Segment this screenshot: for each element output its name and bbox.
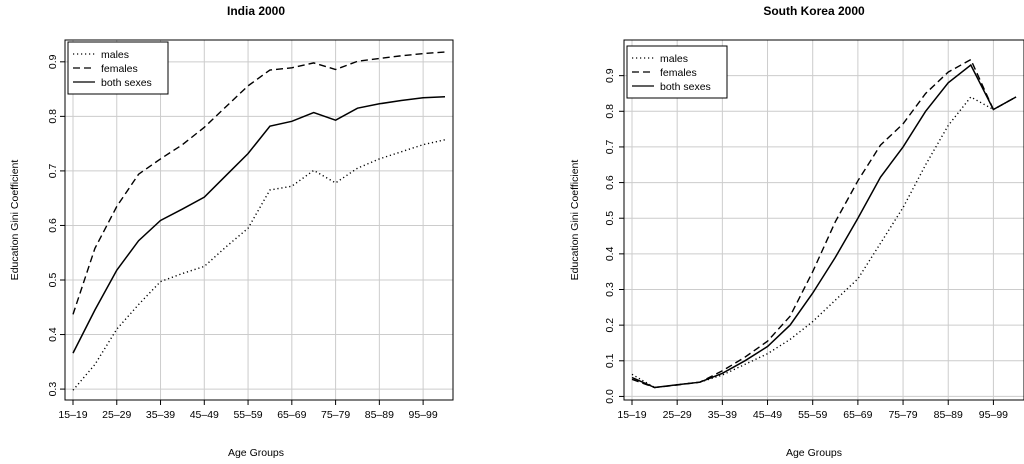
series-line-both-sexes — [631, 63, 1017, 389]
y-tick-label: 0.3 — [47, 382, 59, 397]
chart-india: India 2000 Age Groups Education Gini Coe… — [9, 4, 454, 459]
x-tick-label: 65–69 — [277, 409, 306, 421]
x-tick-label: 75–79 — [888, 409, 917, 421]
chart-south-korea: South Korea 2000 Age Groups Education Gi… — [569, 4, 1024, 459]
y-tick-label: 0.9 — [604, 68, 616, 83]
series-line-males — [72, 139, 446, 391]
x-tick-label: 35–39 — [146, 409, 175, 421]
x-tick-label: 85–89 — [934, 409, 963, 421]
series-line-both-sexes — [72, 95, 446, 354]
y-tick-label: 0.6 — [604, 175, 616, 190]
x-tick-label: 15–19 — [58, 409, 87, 421]
y-tick-label: 0.5 — [47, 273, 59, 288]
y-tick-label: 0.4 — [604, 246, 616, 261]
plot-frame — [623, 39, 1024, 401]
series-line-females — [631, 58, 1017, 389]
x-tick-label: 75–79 — [321, 409, 350, 421]
legend-label-both-sexes: both sexes — [660, 81, 711, 93]
y-tick-label: 0.5 — [604, 211, 616, 226]
grid — [65, 40, 453, 400]
y-tick-label: 0.7 — [604, 139, 616, 154]
y-tick-label: 0.8 — [47, 109, 59, 124]
y-tick-label: 0.1 — [604, 353, 616, 368]
legend-label-males: males — [101, 49, 129, 61]
legend-label-both-sexes: both sexes — [101, 77, 152, 89]
chart-title: South Korea 2000 — [763, 4, 865, 18]
y-tick-label: 0.4 — [47, 327, 59, 342]
y-tick-label: 0.8 — [604, 104, 616, 119]
x-tick-label: 25–29 — [663, 409, 692, 421]
x-tick-label: 35–39 — [708, 409, 737, 421]
y-axis-label: Education Gini Coefficient — [569, 160, 581, 281]
y-tick-label: 0.2 — [604, 318, 616, 333]
x-tick-label: 45–49 — [190, 409, 219, 421]
x-tick-label: 95–99 — [409, 409, 438, 421]
series-line-males — [631, 96, 1017, 389]
x-tick-label: 85–89 — [365, 409, 394, 421]
legend-label-males: males — [660, 53, 688, 65]
x-tick-label: 25–29 — [102, 409, 131, 421]
y-tick-label: 0.9 — [47, 54, 59, 69]
y-tick-label: 0.7 — [47, 163, 59, 178]
x-axis-label: Age Groups — [228, 447, 284, 459]
x-tick-label: 55–59 — [233, 409, 262, 421]
grid — [624, 40, 1024, 400]
x-axis-label: Age Groups — [786, 447, 842, 459]
legend: males females both sexes — [67, 41, 169, 95]
chart-title: India 2000 — [227, 4, 285, 18]
legend-label-females: females — [101, 63, 138, 75]
x-tick-label: 55–59 — [798, 409, 827, 421]
x-tick-label: 45–49 — [753, 409, 782, 421]
legend-label-females: females — [660, 67, 697, 79]
x-tick-label: 65–69 — [843, 409, 872, 421]
y-tick-label: 0.0 — [604, 389, 616, 404]
y-tick-label: 0.3 — [604, 282, 616, 297]
y-axis-label: Education Gini Coefficient — [9, 160, 21, 281]
legend: males females both sexes — [626, 45, 728, 99]
y-tick-label: 0.6 — [47, 218, 59, 233]
x-tick-label: 15–19 — [617, 409, 646, 421]
x-tick-label: 95–99 — [979, 409, 1008, 421]
series-line-females — [72, 51, 446, 315]
plot-frame — [64, 39, 454, 401]
